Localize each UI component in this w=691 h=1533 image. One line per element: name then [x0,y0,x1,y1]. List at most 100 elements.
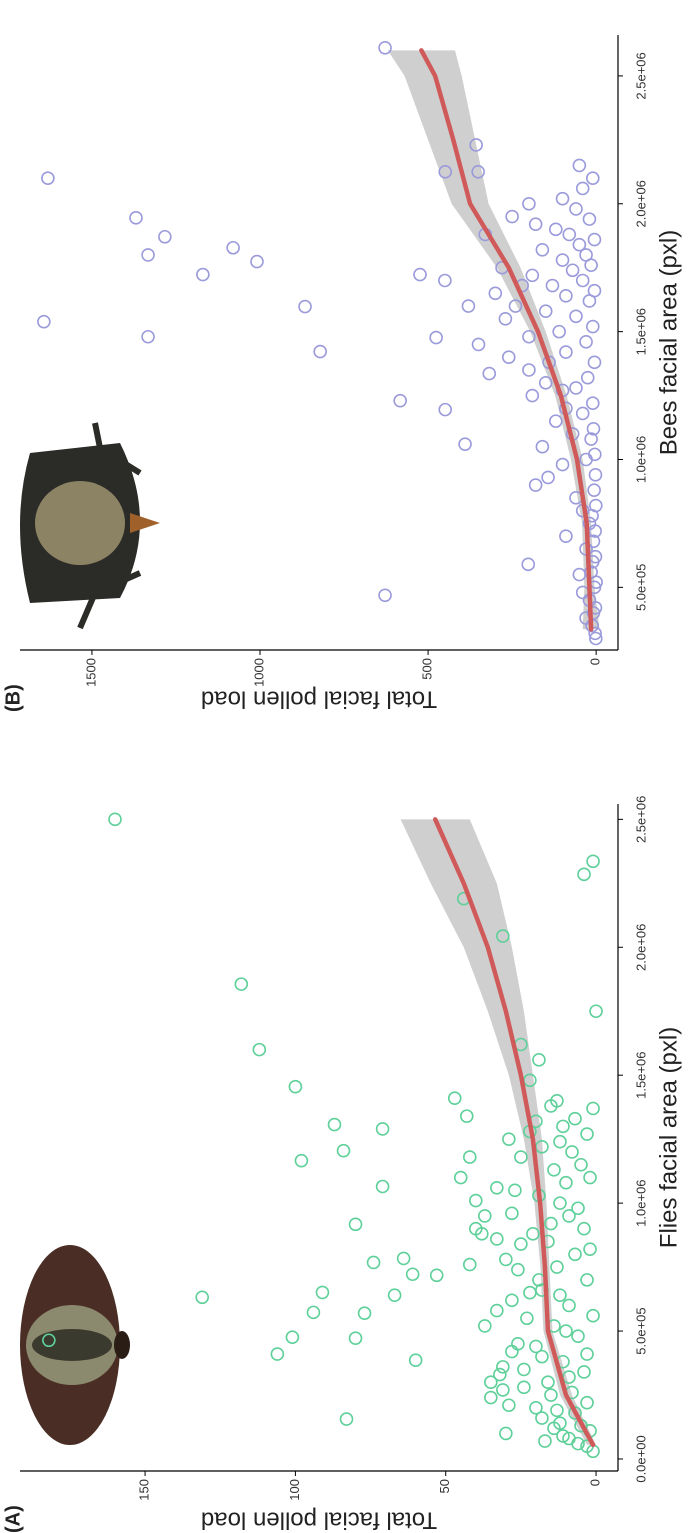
data-point [538,1434,552,1448]
y-tick-label: 1500 [83,658,98,687]
data-point [288,1079,303,1094]
data-point [490,1303,504,1318]
data-point [285,1330,300,1344]
data-point [438,165,453,179]
data-point [575,406,590,421]
data-point [587,483,601,497]
data-point [523,1285,537,1300]
data-point [587,355,602,370]
data-point [405,1267,420,1282]
data-point [490,1180,504,1195]
data-point [475,1227,489,1241]
data-point [549,414,563,428]
panel: 0 500 1000 1500 5.0e+05 1.0e+06 1.5e+06 2.0e+06… [2,35,682,713]
data-point [517,1362,531,1377]
data-point [108,812,122,827]
y-tick-label: 0 [588,658,603,665]
data-point [541,1375,555,1390]
data-point [462,1257,477,1272]
data-point [535,1411,549,1425]
data-point [589,1004,603,1019]
panel-label: (A) [2,1505,24,1533]
data-point [562,227,577,242]
data-point [511,1337,525,1351]
data-point [586,854,600,869]
data-point [588,468,603,482]
data-point [294,1153,309,1168]
data-point [348,1331,363,1346]
y-axis-title: Total facial pollen load [201,1507,437,1533]
data-point [556,1429,570,1443]
data-point [429,330,443,345]
data-point [586,422,601,436]
data-point [493,1367,507,1382]
data-point [378,588,392,603]
data-point [366,1255,381,1270]
confidence-band [400,819,597,1445]
data-point [528,217,543,232]
data-point [226,240,240,255]
data-point [461,299,476,313]
data-point [585,319,600,334]
data-point [490,1232,504,1246]
data-point [544,1388,558,1402]
data-point [569,309,583,324]
data-point [522,363,536,377]
data-point [555,253,570,267]
data-point [462,1150,477,1164]
data-point [569,381,583,395]
x-axis-title: Bees facial area (pxl) [655,230,682,455]
x-tick-label: 1.0e+06 [633,1179,648,1226]
data-point [568,1111,582,1126]
data-point [270,1347,285,1361]
y-tick-label: 150 [137,1479,152,1501]
x-tick-label: 2.0e+06 [633,924,648,971]
data-point [306,1305,321,1320]
data-point [41,171,55,186]
data-point [496,929,510,943]
data-point [587,283,602,298]
x-tick-label: 1.0e+06 [633,436,648,483]
data-point [514,1237,528,1251]
data-point [577,867,591,882]
x-tick-label: 2.5e+06 [633,796,648,843]
trend-line [419,48,594,632]
data-point [505,1344,519,1359]
data-point [526,1227,540,1241]
data-point [580,1127,594,1141]
data-point [252,1042,267,1057]
data-point [568,1406,582,1420]
data-point [550,1093,564,1108]
data-point [528,478,543,492]
data-point [565,263,580,278]
data-point [562,1209,576,1223]
data-point [508,1183,522,1198]
data-point [348,1217,363,1232]
data-point [42,1333,56,1348]
data-point [565,1145,579,1159]
data-point [505,209,519,224]
y-tick-label: 50 [437,1479,452,1493]
data-point [580,1273,594,1287]
data-point [555,457,570,472]
data-point [298,299,312,314]
data-point [471,165,485,179]
data-point [583,1170,597,1185]
data-point [234,977,249,991]
data-point [552,324,566,339]
data-point [580,370,595,385]
data-point [502,1398,516,1413]
data-point [357,1306,372,1320]
x-tick-label: 0.0e+00 [633,1435,648,1482]
data-point [583,1242,597,1256]
data-point [541,470,555,485]
data-point [529,1401,543,1415]
data-point [508,299,523,313]
x-tick-label: 2.0e+06 [633,180,648,227]
data-point [571,1201,585,1216]
data-point [580,1395,594,1410]
data-point [478,1319,492,1333]
data-point [575,273,590,288]
